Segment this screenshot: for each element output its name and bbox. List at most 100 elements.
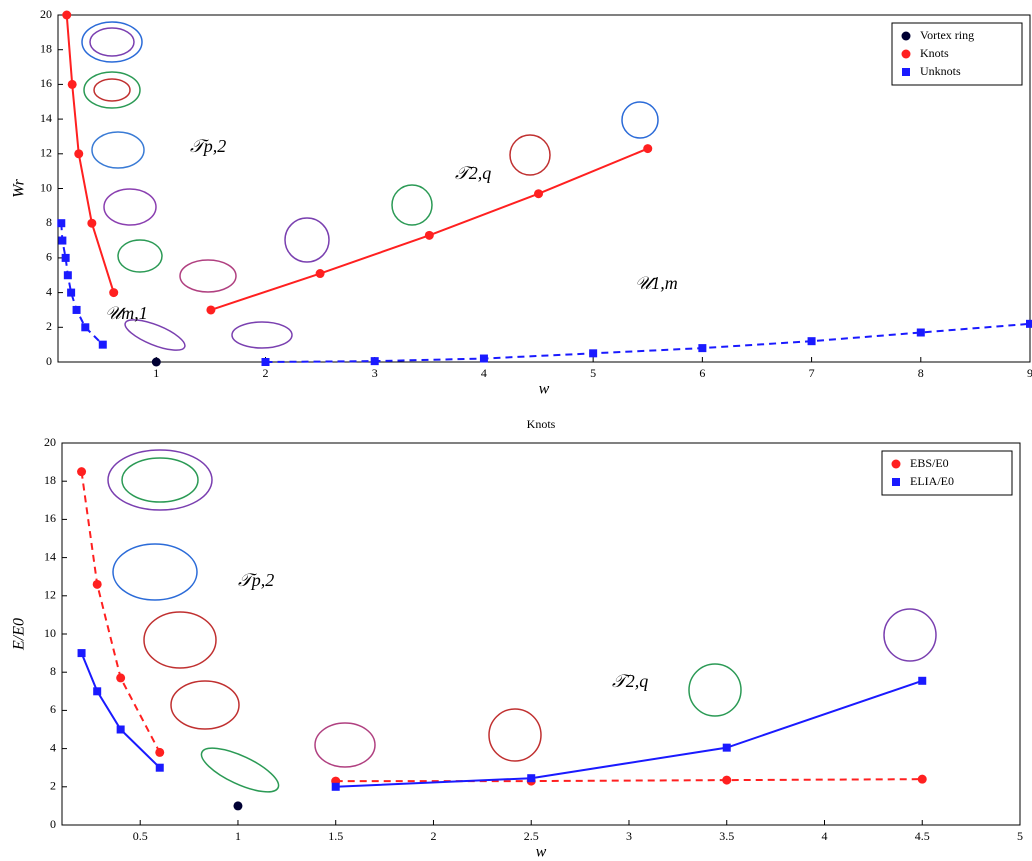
marker — [73, 306, 81, 314]
knot-icon — [392, 185, 432, 225]
annotation: 𝒯p,2 — [190, 136, 226, 156]
marker — [62, 11, 71, 20]
x-tick-label: 5 — [1017, 829, 1023, 843]
marker — [87, 219, 96, 228]
x-tick-label: 2.5 — [524, 829, 539, 843]
knot-icon — [108, 450, 212, 510]
legend-label: Knots — [920, 46, 949, 60]
y-tick-label: 18 — [44, 473, 56, 487]
marker — [62, 254, 70, 262]
knot-icon — [180, 260, 236, 292]
x-tick-label: 8 — [918, 366, 924, 380]
knot-icon — [104, 189, 156, 225]
marker — [589, 349, 597, 357]
x-tick-label: 7 — [809, 366, 815, 380]
legend-marker — [902, 50, 911, 59]
y-tick-label: 10 — [44, 626, 56, 640]
marker — [78, 649, 86, 657]
y-tick-label: 2 — [46, 319, 52, 333]
annotation: 𝒰m,1 — [105, 303, 148, 323]
figure: 02468101214161820123456789wWr𝒯p,2𝒯2,q𝒰1,… — [0, 0, 1032, 861]
legend-marker — [892, 460, 901, 469]
knot-icon — [90, 28, 134, 56]
marker — [206, 305, 215, 314]
knot-icon — [884, 609, 936, 661]
knot-icon — [144, 612, 216, 668]
knot-icon — [113, 544, 197, 600]
y-tick-label: 12 — [40, 146, 52, 160]
legend-marker — [902, 32, 911, 41]
y-tick-label: 14 — [44, 549, 56, 563]
y-tick-label: 6 — [46, 250, 52, 264]
marker — [233, 801, 242, 810]
knot-icon — [510, 135, 550, 175]
y-tick-label: 8 — [46, 215, 52, 229]
marker — [316, 269, 325, 278]
knot-icon — [92, 132, 144, 168]
y-tick-label: 12 — [44, 588, 56, 602]
annotation: 𝒯2,q — [455, 163, 491, 183]
knot-icon — [689, 664, 741, 716]
marker — [64, 271, 72, 279]
x-axis-label: w — [536, 844, 547, 861]
x-tick-label: 1 — [153, 366, 159, 380]
x-tick-label: 5 — [590, 366, 596, 380]
marker — [58, 237, 66, 245]
marker — [152, 358, 161, 367]
y-tick-label: 2 — [50, 779, 56, 793]
knot-icon — [315, 723, 375, 767]
x-tick-label: 0.5 — [133, 829, 148, 843]
y-tick-label: 0 — [50, 817, 56, 831]
legend-label: Unknots — [920, 64, 961, 78]
y-tick-label: 6 — [50, 702, 56, 716]
marker — [808, 337, 816, 345]
marker — [698, 344, 706, 352]
y-tick-label: 18 — [40, 41, 52, 55]
plot-frame — [62, 443, 1020, 825]
annotation: 𝒯2,q — [612, 671, 648, 691]
x-tick-label: 3 — [626, 829, 632, 843]
x-tick-label: 4.5 — [915, 829, 930, 843]
marker — [117, 726, 125, 734]
y-tick-label: 10 — [40, 180, 52, 194]
knot-icon — [118, 240, 162, 272]
marker — [116, 673, 125, 682]
legend-label: ELIA/E0 — [910, 474, 954, 488]
x-tick-label: 4 — [821, 829, 827, 843]
y-tick-label: 20 — [44, 435, 56, 449]
x-tick-label: 4 — [481, 366, 487, 380]
knot-icon — [171, 681, 239, 729]
x-tick-label: 6 — [699, 366, 705, 380]
marker — [534, 189, 543, 198]
annotation: 𝒯p,2 — [238, 570, 274, 590]
legend-marker — [892, 478, 900, 486]
marker — [918, 677, 926, 685]
marker — [155, 748, 164, 757]
knot-icon — [285, 218, 329, 262]
marker — [527, 774, 535, 782]
marker — [68, 80, 77, 89]
knot-icon — [232, 322, 292, 348]
series-line — [82, 472, 923, 781]
knot-icon — [196, 740, 284, 801]
marker — [371, 357, 379, 365]
marker — [1026, 320, 1032, 328]
marker — [93, 580, 102, 589]
x-axis-label: w — [539, 381, 550, 398]
x-tick-label: 3.5 — [719, 829, 734, 843]
legend-label: EBS/E0 — [910, 456, 949, 470]
marker — [156, 764, 164, 772]
marker — [109, 288, 118, 297]
y-tick-label: 14 — [40, 111, 52, 125]
knot-icon — [94, 79, 130, 101]
x-tick-label: 1 — [235, 829, 241, 843]
x-tick-label: 2 — [430, 829, 436, 843]
chart-title: Knots — [527, 417, 556, 431]
marker — [332, 783, 340, 791]
y-tick-label: 20 — [40, 7, 52, 21]
marker — [81, 323, 89, 331]
y-axis-label: Wr — [11, 178, 28, 197]
series-line — [82, 653, 923, 787]
marker — [93, 687, 101, 695]
plot-frame — [58, 15, 1030, 362]
